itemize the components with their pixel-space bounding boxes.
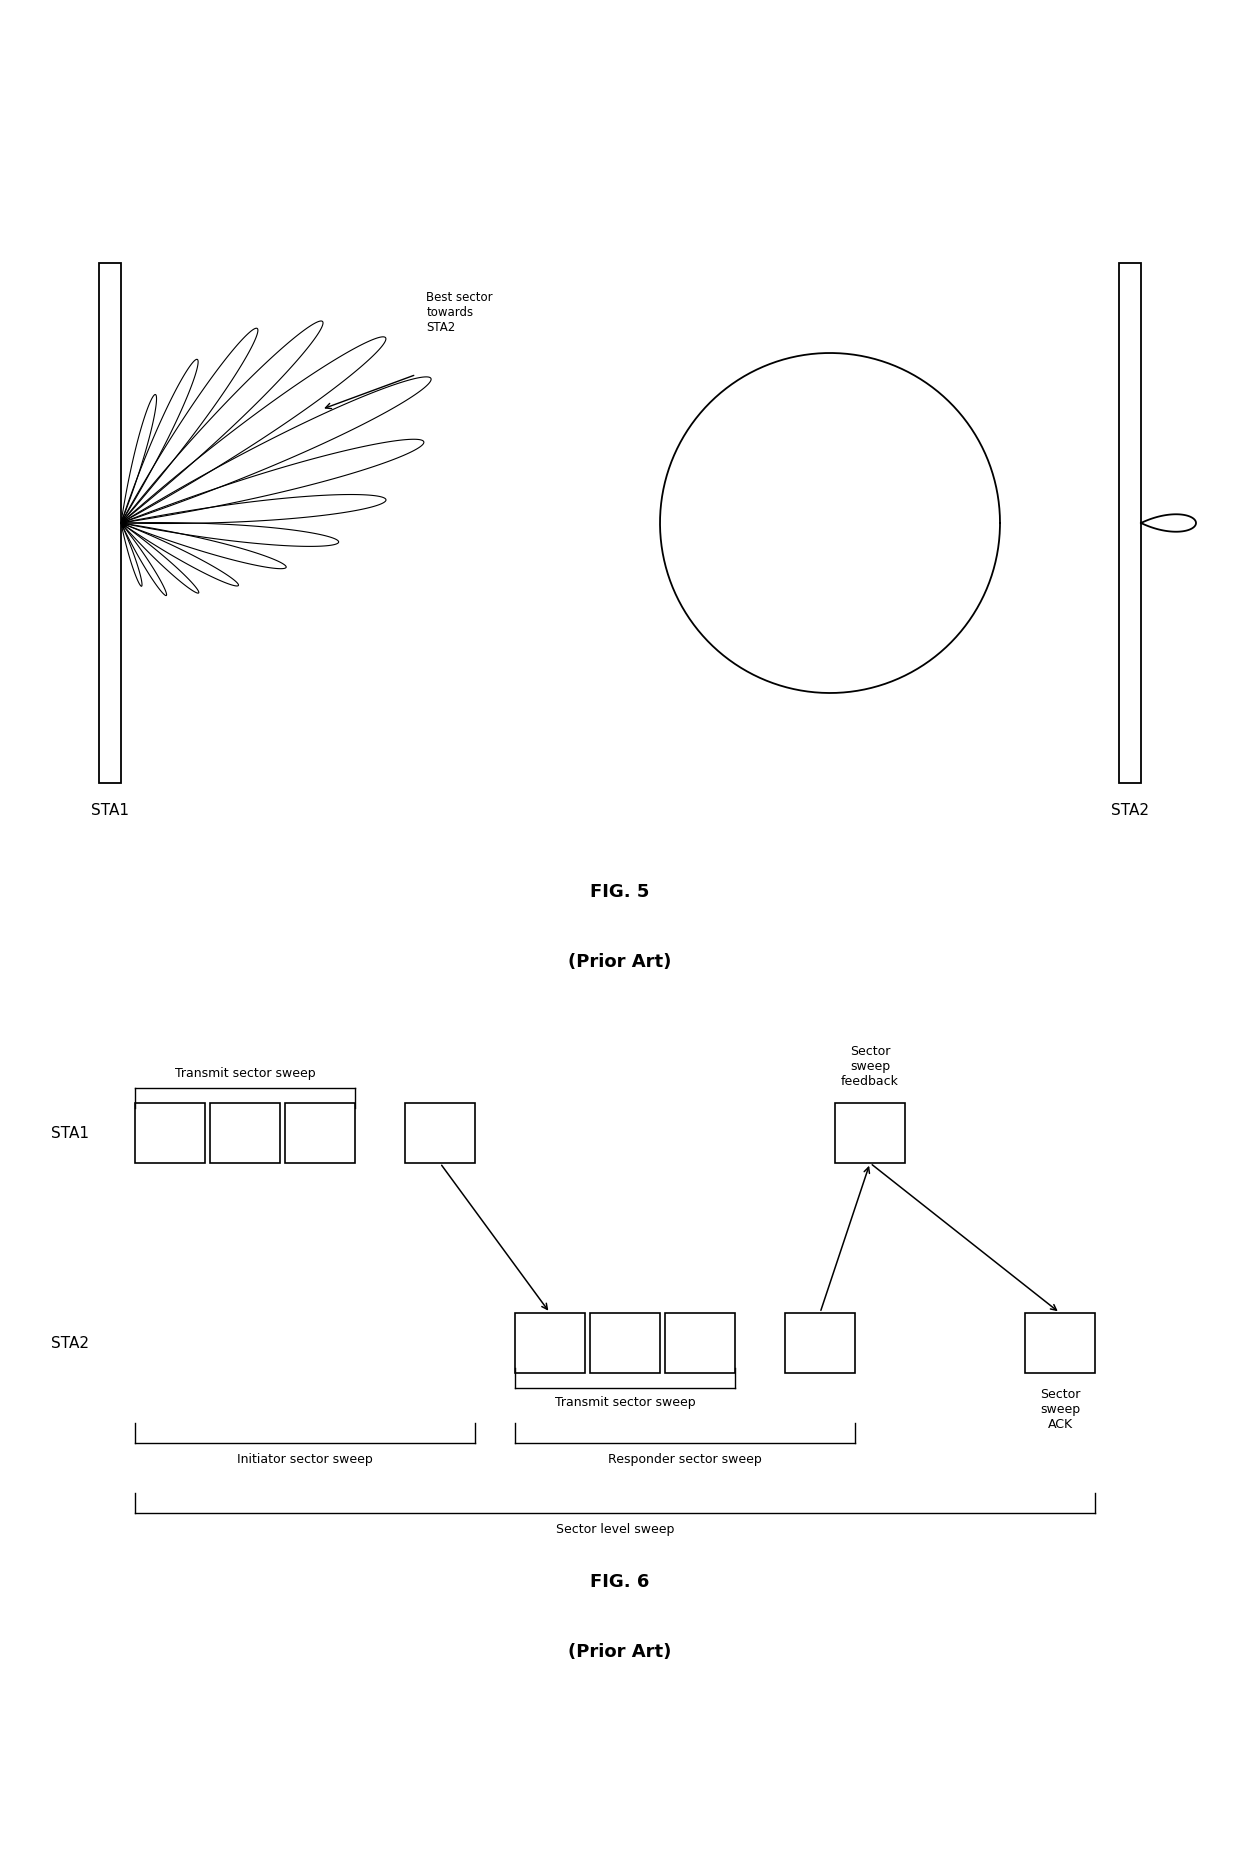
Text: STA1: STA1 xyxy=(91,803,129,818)
Text: Sector
sweep
feedback: Sector sweep feedback xyxy=(841,1045,899,1088)
Text: Sector level sweep: Sector level sweep xyxy=(556,1522,675,1535)
Bar xyxy=(135,1103,205,1163)
Bar xyxy=(515,1313,585,1373)
Text: Responder sector sweep: Responder sector sweep xyxy=(608,1453,761,1466)
Bar xyxy=(835,1103,905,1163)
Text: (Prior Art): (Prior Art) xyxy=(568,1643,672,1662)
Bar xyxy=(590,1313,660,1373)
Text: Initiator sector sweep: Initiator sector sweep xyxy=(237,1453,373,1466)
Bar xyxy=(405,1103,475,1163)
Bar xyxy=(99,263,122,782)
Text: Transmit sector sweep: Transmit sector sweep xyxy=(175,1067,315,1081)
Bar xyxy=(785,1313,856,1373)
Text: Best sector
towards
STA2: Best sector towards STA2 xyxy=(427,291,494,335)
Bar xyxy=(1118,263,1141,782)
Text: Sector
sweep
ACK: Sector sweep ACK xyxy=(1040,1388,1080,1431)
Text: STA1: STA1 xyxy=(51,1125,89,1140)
Text: STA2: STA2 xyxy=(1111,803,1149,818)
Text: Transmit sector sweep: Transmit sector sweep xyxy=(554,1395,696,1408)
Bar xyxy=(1025,1313,1095,1373)
Bar xyxy=(285,1103,355,1163)
Text: (Prior Art): (Prior Art) xyxy=(568,954,672,971)
Bar xyxy=(665,1313,735,1373)
Text: FIG. 6: FIG. 6 xyxy=(590,1572,650,1591)
Bar xyxy=(210,1103,280,1163)
Text: FIG. 5: FIG. 5 xyxy=(590,883,650,902)
Text: STA2: STA2 xyxy=(51,1336,89,1351)
